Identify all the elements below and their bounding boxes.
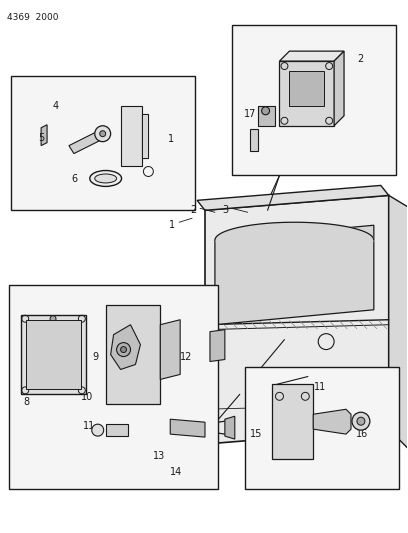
Ellipse shape <box>90 171 122 187</box>
Polygon shape <box>106 424 128 436</box>
Circle shape <box>357 417 365 425</box>
Circle shape <box>352 412 370 430</box>
Text: 8: 8 <box>23 397 29 407</box>
Polygon shape <box>272 384 313 459</box>
Polygon shape <box>225 416 235 439</box>
Text: 3: 3 <box>222 205 228 215</box>
Text: 2: 2 <box>190 205 196 215</box>
Text: 11: 11 <box>83 421 95 431</box>
Circle shape <box>121 346 126 352</box>
Polygon shape <box>334 51 344 126</box>
Polygon shape <box>106 305 160 404</box>
Polygon shape <box>277 376 308 384</box>
Polygon shape <box>160 320 180 379</box>
Polygon shape <box>197 185 389 211</box>
Text: 16: 16 <box>356 429 368 439</box>
Text: 4369  2000: 4369 2000 <box>7 13 59 22</box>
Polygon shape <box>389 196 408 454</box>
Polygon shape <box>121 106 149 166</box>
Circle shape <box>100 131 106 136</box>
Polygon shape <box>250 129 257 151</box>
Polygon shape <box>215 225 374 325</box>
Polygon shape <box>313 409 351 434</box>
Bar <box>245 367 399 489</box>
Polygon shape <box>279 51 344 61</box>
Polygon shape <box>41 125 47 146</box>
Text: 5: 5 <box>38 133 44 143</box>
Polygon shape <box>257 106 275 126</box>
Text: 15: 15 <box>250 429 262 439</box>
Text: 1: 1 <box>169 220 175 230</box>
Circle shape <box>117 343 131 357</box>
Text: 10: 10 <box>81 392 93 402</box>
Bar <box>26 320 81 389</box>
Polygon shape <box>289 71 324 106</box>
Text: 11: 11 <box>314 382 326 392</box>
Bar <box>232 25 396 175</box>
Text: 6: 6 <box>71 174 77 184</box>
Text: 14: 14 <box>170 467 182 477</box>
Polygon shape <box>210 330 225 361</box>
Circle shape <box>92 424 104 436</box>
Text: 2: 2 <box>357 54 363 64</box>
Polygon shape <box>279 61 334 126</box>
Ellipse shape <box>95 174 117 183</box>
Polygon shape <box>69 130 106 154</box>
Bar <box>9 285 218 489</box>
Bar <box>21 315 86 394</box>
Circle shape <box>50 316 56 322</box>
Polygon shape <box>111 325 140 369</box>
Text: 4: 4 <box>53 101 59 111</box>
Circle shape <box>262 107 270 115</box>
Text: 7: 7 <box>149 307 155 317</box>
Polygon shape <box>205 196 389 444</box>
Circle shape <box>95 126 111 142</box>
Text: 12: 12 <box>180 352 193 361</box>
Bar <box>11 76 195 211</box>
Text: 9: 9 <box>93 352 99 361</box>
Text: 13: 13 <box>153 451 166 461</box>
Polygon shape <box>170 419 205 437</box>
Text: 17: 17 <box>244 109 256 119</box>
Text: 1: 1 <box>168 134 174 144</box>
Polygon shape <box>142 114 149 158</box>
